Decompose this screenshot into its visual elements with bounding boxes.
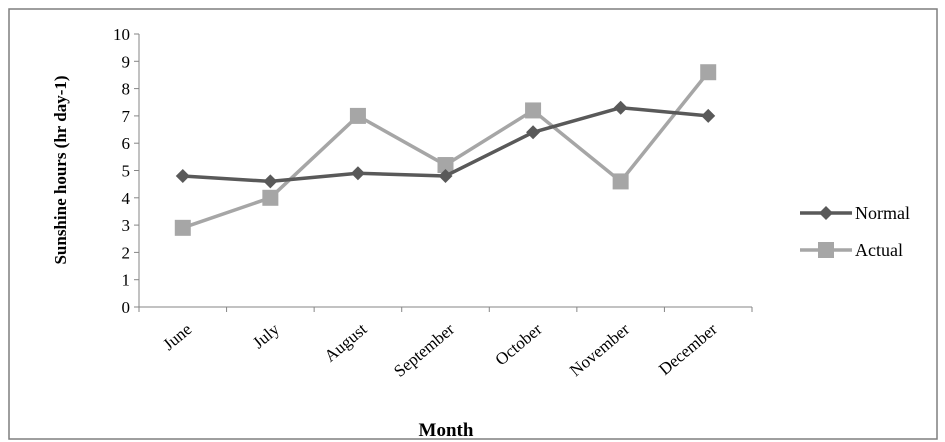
- y-tick-label: 4: [122, 189, 131, 208]
- y-tick-label: 2: [122, 243, 131, 262]
- legend-label: Actual: [855, 240, 903, 260]
- legend-item-actual: Actual: [800, 240, 903, 260]
- data-point-actual: [349, 107, 366, 124]
- y-tick-label: 9: [122, 52, 131, 71]
- legend-label: Normal: [855, 203, 910, 223]
- data-point-normal: [350, 166, 365, 181]
- data-point-actual: [262, 189, 279, 206]
- legend-swatch-marker: [819, 206, 833, 220]
- y-tick-label: 1: [122, 271, 131, 290]
- data-point-normal: [613, 100, 628, 115]
- x-axis-title: Month: [419, 420, 474, 441]
- legend-swatch-marker: [818, 242, 834, 258]
- data-point-actual: [612, 173, 629, 190]
- legend-item-normal: Normal: [800, 203, 910, 223]
- data-point-actual: [700, 64, 717, 81]
- y-tick-label: 7: [122, 107, 131, 126]
- data-point-normal: [175, 168, 190, 183]
- series-actual: [174, 64, 717, 236]
- data-point-normal: [701, 108, 716, 123]
- y-tick-label: 6: [122, 134, 131, 153]
- data-point-actual: [174, 219, 191, 236]
- y-tick-label: 5: [122, 162, 131, 181]
- y-tick-label: 0: [122, 298, 131, 317]
- series-normal: [175, 100, 716, 189]
- data-point-normal: [438, 168, 453, 183]
- y-tick-label: 8: [122, 80, 131, 99]
- chart-border: [8, 8, 938, 440]
- data-point-actual: [437, 157, 454, 174]
- series-layer: [174, 64, 717, 236]
- y-tick-label: 3: [122, 216, 131, 235]
- y-axis-title: Sunshine hours (hr day-1): [51, 75, 70, 264]
- legend: Normal Actual: [800, 203, 910, 260]
- data-point-normal: [263, 174, 278, 189]
- data-point-actual: [525, 102, 542, 119]
- y-tick-label: 10: [113, 25, 130, 44]
- data-point-normal: [526, 125, 541, 140]
